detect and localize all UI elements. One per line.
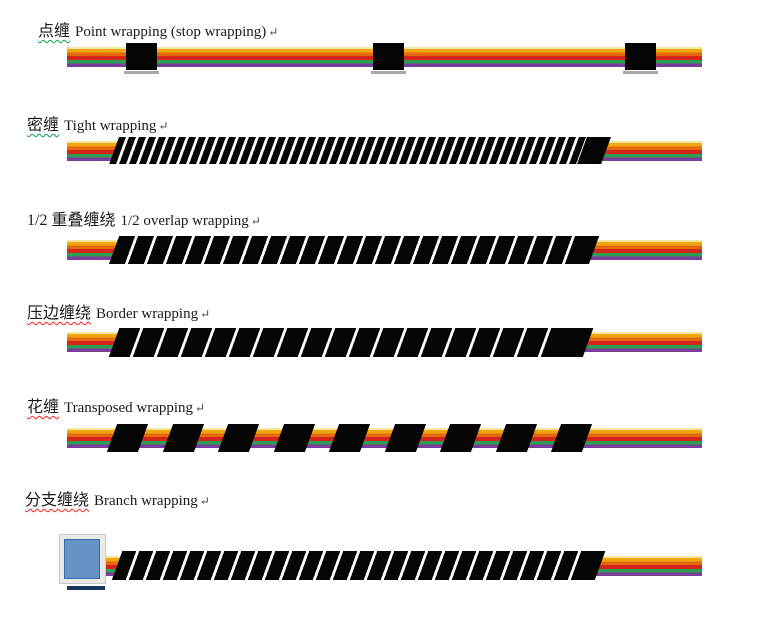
branch-connector-face (64, 539, 100, 579)
paragraph-mark-icon: ↵ (268, 25, 279, 39)
label-en-half-overlap: 1/2 overlap wrapping (120, 213, 249, 229)
label-zh-border: 压边缠绕 (27, 305, 92, 322)
label-en-tight: Tight wrapping (64, 118, 157, 134)
label-zh-tight: 密缠 (27, 117, 60, 134)
paragraph-mark-icon: ↵ (200, 307, 211, 321)
paragraph-mark-icon: ↵ (195, 401, 206, 415)
label-zh-transposed: 花缠 (27, 399, 60, 416)
label-point-wrapping: 点缠 Point wrapping (stop wrapping) ↵ (38, 22, 278, 42)
point-wrap-block (371, 43, 406, 74)
point-wrap-block (623, 43, 658, 74)
branch-connector (59, 534, 106, 584)
connector-base-bar (67, 586, 105, 590)
label-transposed-wrapping: 花缠 Transposed wrapping ↵ (27, 398, 205, 418)
label-tight-wrapping: 密缠 Tight wrapping ↵ (27, 116, 168, 136)
paragraph-mark-icon: ↵ (158, 119, 169, 133)
paragraph-mark-icon: ↵ (199, 494, 210, 508)
tight-wrap-band (109, 137, 611, 164)
half-overlap-wrap-band (108, 236, 600, 264)
label-en-border: Border wrapping (96, 306, 199, 322)
label-half-overlap-wrapping: 1/2 重叠缠绕 1/2 overlap wrapping ↵ (27, 211, 261, 231)
label-border-wrapping: 压边缠绕 Border wrapping ↵ (27, 304, 210, 324)
paragraph-mark-icon: ↵ (250, 214, 261, 228)
branch-wrap-band (111, 551, 606, 580)
label-zh-branch: 分支缠绕 (25, 492, 90, 509)
label-zh-point: 点缠 (38, 23, 71, 40)
label-en-point: Point wrapping (stop wrapping) (75, 24, 267, 40)
label-en-transposed: Transposed wrapping (64, 400, 194, 416)
label-en-branch: Branch wrapping (94, 493, 198, 509)
ribbon-cable-transposed (67, 428, 702, 448)
point-wrap-block (124, 43, 159, 74)
label-branch-wrapping: 分支缠绕 Branch wrapping ↵ (25, 491, 210, 511)
border-wrap-band (108, 328, 594, 357)
label-zh-half-overlap: 1/2 重叠缠绕 (27, 212, 116, 229)
